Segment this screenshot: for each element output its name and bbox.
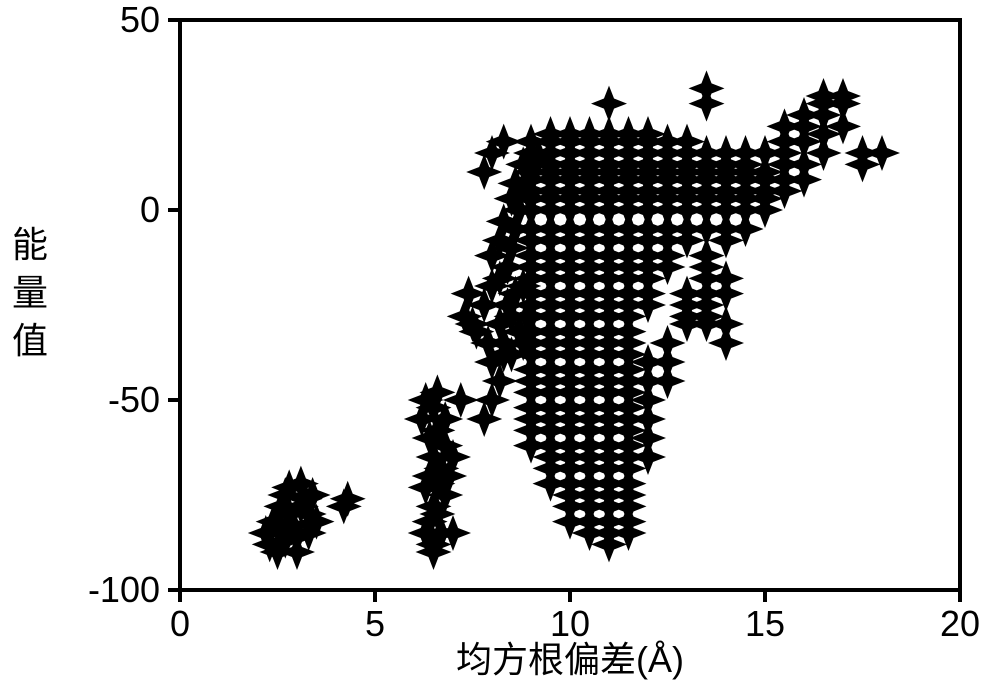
x-axis-label: 均方根偏差(Å) <box>456 639 684 680</box>
scatter-marker <box>689 86 725 122</box>
y-tick-label: 50 <box>120 0 160 40</box>
scatter-chart: 0 5 10 15 20 -100 -50 0 50 均方根偏差(Å) 能量值 <box>0 0 1000 689</box>
chart-svg: 0 5 10 15 20 -100 -50 0 50 均方根偏差(Å) 能量值 <box>0 0 1000 689</box>
scatter-marker <box>474 382 510 418</box>
x-tick-label: 0 <box>170 603 190 644</box>
y-tick-label: -50 <box>108 379 160 420</box>
y-tick-label: -100 <box>88 569 160 610</box>
x-tick-label: 5 <box>365 603 385 644</box>
scatter-marker <box>466 154 502 190</box>
scatter-marker <box>630 116 666 152</box>
x-tick-label: 20 <box>940 603 980 644</box>
y-axis-label-char: 能 <box>12 224 48 265</box>
scatter-marker <box>650 363 686 399</box>
y-tick-label: 0 <box>140 189 160 230</box>
scatter-marker <box>466 401 502 437</box>
scatter-markers <box>248 70 900 570</box>
scatter-marker <box>591 86 627 122</box>
x-tick-label: 15 <box>745 603 785 644</box>
y-axis-label-char: 值 <box>12 320 48 361</box>
scatter-marker <box>330 481 366 517</box>
scatter-marker <box>708 306 744 342</box>
scatter-marker <box>416 534 452 570</box>
scatter-marker <box>825 78 861 114</box>
y-axis-label-char: 量 <box>12 272 48 313</box>
x-tick-label: 10 <box>550 603 590 644</box>
